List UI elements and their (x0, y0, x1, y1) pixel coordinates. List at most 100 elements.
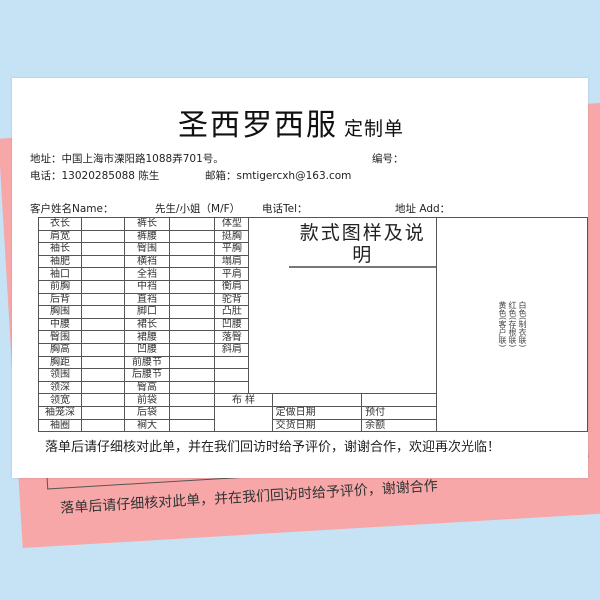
measure-label: 袖口 (38, 267, 82, 281)
body-type-option[interactable]: 驼背 (214, 292, 250, 307)
measure-value-field[interactable] (169, 292, 216, 307)
measure-value-field[interactable] (80, 279, 125, 294)
measurement-table: 衣长 裤长 体型 款式图样及说明 白色(制衣联) 红色(存根联) 黄色(客户联) 肩宽 裤腰 挺胸… (38, 216, 589, 433)
measure-value-field[interactable] (80, 380, 125, 395)
measure-label: 前腰节 (123, 355, 171, 370)
measure-value-field[interactable] (169, 405, 216, 420)
body-type-option[interactable]: 凸肚 (214, 305, 250, 319)
balance-field[interactable]: 余额 (361, 418, 437, 433)
table-row: 领围 后腰节 (38, 368, 588, 382)
measure-value-field[interactable] (169, 267, 216, 281)
measure-value-field[interactable] (169, 305, 216, 319)
deposit-field[interactable]: 预付 (361, 405, 437, 420)
measure-label: 后袋 (123, 405, 171, 420)
measure-label: 衣长 (38, 217, 82, 231)
body-type-option[interactable]: 平胸 (214, 242, 250, 256)
order-date-field[interactable]: 定做日期 (271, 405, 363, 420)
blank-cell (214, 368, 250, 382)
body-type-option[interactable]: 凹腰 (214, 317, 250, 332)
measure-value-field[interactable] (169, 342, 216, 357)
measure-value-field[interactable] (80, 393, 125, 407)
measure-value-field[interactable] (169, 418, 216, 433)
measure-label: 胸围 (38, 305, 82, 319)
measure-label: 全裆 (123, 267, 171, 281)
measure-label: 肩宽 (38, 229, 82, 244)
customer-name-label: 客户姓名Name： (30, 203, 114, 215)
measure-value-field[interactable] (169, 229, 216, 244)
fabric-sample-field[interactable] (271, 393, 363, 407)
measure-value-field[interactable] (80, 292, 125, 307)
blank-cell (361, 393, 437, 407)
measure-value-field[interactable] (80, 330, 125, 344)
delivery-date-field[interactable]: 交货日期 (271, 418, 363, 433)
copy-color-label: 白色(制衣联) (517, 301, 527, 348)
body-type-option[interactable]: 塌肩 (214, 254, 250, 269)
measure-value-field[interactable] (80, 317, 125, 332)
body-type-option[interactable]: 体型 (214, 217, 250, 231)
measure-label: 裤腰 (123, 229, 171, 244)
measure-value-field[interactable] (80, 242, 125, 256)
measure-label: 直裆 (123, 292, 171, 307)
body-type-option[interactable]: 衡肩 (214, 279, 250, 294)
shop-address: 地址：中国上海市溧阳路1088弄701号。 (30, 153, 224, 165)
measure-value-field[interactable] (169, 254, 216, 269)
measure-label: 臀围 (38, 330, 82, 344)
customer-address-label: 地址 Add： (395, 203, 451, 215)
copy-color-label: 黄色(客户联) (497, 301, 507, 348)
measure-value-field[interactable] (169, 368, 216, 382)
measure-label: 前袋 (123, 393, 171, 407)
fabric-sample-label: 布 样 (214, 393, 273, 407)
table-row: 衣长 裤长 体型 款式图样及说明 白色(制衣联) 红色(存根联) 黄色(客户联) (38, 216, 589, 433)
measure-value-field[interactable] (80, 305, 125, 319)
style-sketch-area[interactable]: 款式图样及说明 (248, 216, 437, 395)
measure-value-field[interactable] (169, 330, 216, 344)
brand-name: 圣西罗西服 (178, 108, 338, 143)
measure-value-field[interactable] (169, 355, 216, 370)
body-type-option[interactable]: 落臀 (214, 330, 250, 344)
measure-value-field[interactable] (80, 355, 125, 370)
gender-label: 先生/小姐（M/F） (155, 203, 241, 215)
doc-type: 定制单 (344, 118, 405, 140)
measure-value-field[interactable] (80, 267, 125, 281)
measure-label: 袖圈 (38, 418, 82, 433)
copy-color-label: 红色(存根联) (507, 301, 517, 348)
measure-value-field[interactable] (80, 368, 125, 382)
copy-colors-column: 白色(制衣联) 红色(存根联) 黄色(客户联) (435, 216, 589, 433)
measure-label: 裤长 (123, 217, 171, 231)
measure-value-field[interactable] (80, 229, 125, 244)
measure-value-field[interactable] (169, 279, 216, 294)
measure-value-field[interactable] (80, 342, 125, 357)
measure-value-field[interactable] (80, 254, 125, 269)
blank-cell (214, 355, 250, 370)
table-row: 胸高 凹腰 斜肩 (38, 342, 588, 357)
measure-label: 袖肥 (38, 254, 82, 269)
style-heading: 款式图样及说明 (289, 222, 436, 268)
measure-value-field[interactable] (80, 405, 125, 420)
measure-value-field[interactable] (169, 317, 216, 332)
body-type-option[interactable]: 平肩 (214, 267, 250, 281)
measure-label: 胸高 (38, 342, 82, 357)
measure-label: 裙长 (123, 317, 171, 332)
measure-label: 胸距 (38, 355, 82, 370)
measure-value-field[interactable] (169, 393, 216, 407)
measure-label: 袖笼深 (38, 405, 82, 420)
measure-label: 袖长 (38, 242, 82, 256)
body-type-option[interactable]: 斜肩 (214, 342, 250, 357)
footer-note: 落单后请仔细核对此单，并在我们回访时给予评价，谢谢合作，欢迎再次光临！ (45, 440, 501, 455)
measure-label: 后腰节 (123, 368, 171, 382)
measure-value-field[interactable] (169, 380, 216, 395)
measure-label: 裥大 (123, 418, 171, 433)
body-type-option[interactable]: 挺胸 (214, 229, 250, 244)
measure-label: 领宽 (38, 393, 82, 407)
measure-label: 臀高 (123, 380, 171, 395)
table-row: 袖肥 横裆 塌肩 (38, 254, 588, 269)
fabric-sample-area[interactable] (214, 405, 273, 433)
measure-value-field[interactable] (80, 217, 125, 231)
measure-value-field[interactable] (80, 418, 125, 433)
measure-value-field[interactable] (169, 217, 216, 231)
customer-tel-label: 电话Tel： (262, 203, 308, 215)
measure-label: 中裆 (123, 279, 171, 294)
measure-value-field[interactable] (169, 242, 216, 256)
shop-email: 邮箱：smtigercxh@163.com (205, 170, 352, 182)
serial-label: 编号： (372, 153, 404, 165)
